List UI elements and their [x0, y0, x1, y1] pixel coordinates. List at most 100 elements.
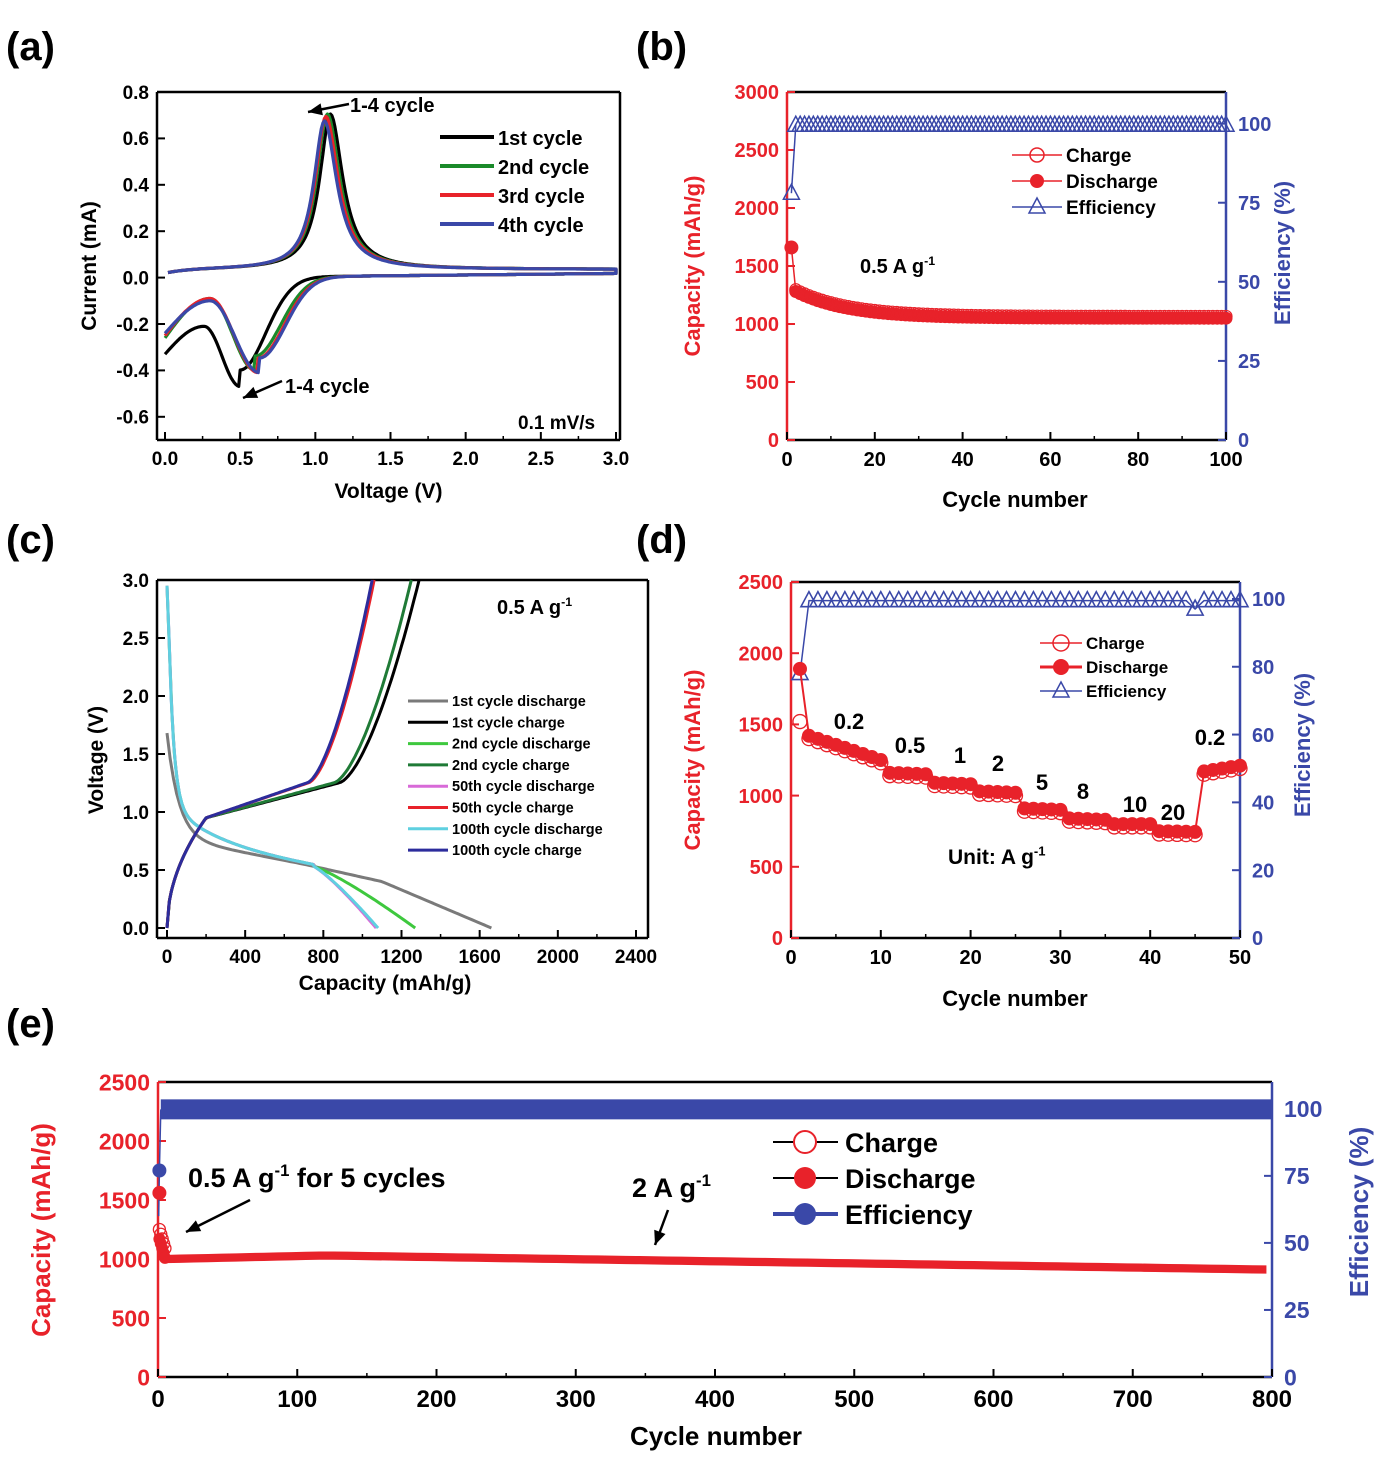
- panel-e-x-tick-label: 100: [277, 1386, 317, 1413]
- panel-e-legend-marker-charge: [793, 1130, 817, 1154]
- panel-b-charge-point: [1096, 309, 1110, 323]
- panel-d-unit-label: Unit: A g-1: [948, 844, 1046, 869]
- panel-d-efficiency-point: [844, 589, 864, 608]
- panel-b-charge-point: [1179, 309, 1194, 324]
- panel-d-efficiency-point: [1221, 589, 1241, 608]
- panel-b-charge-point: [1193, 309, 1207, 324]
- panel-label-e: (e): [6, 1002, 55, 1046]
- panel-e-x-tick-label: 300: [556, 1386, 596, 1413]
- panel-d-rate-label: 2: [992, 751, 1004, 776]
- panel-c-y-tick-label: 2.0: [123, 687, 149, 708]
- panel-d-efficiency-point: [1006, 589, 1025, 608]
- panel-d-legend-marker-efficiency: [1051, 680, 1071, 698]
- panel-a-y-tick-label: 0.0: [123, 268, 149, 289]
- panel-a-y-tick-label: 0.2: [123, 222, 149, 243]
- panel-b-charge-point: [907, 307, 921, 321]
- panel-d-efficiency-point: [907, 589, 927, 608]
- panel-d-efficiency-point: [1167, 589, 1187, 608]
- panel-d-efficiency-point: [961, 589, 980, 608]
- panel-b-charge-point: [1109, 309, 1123, 323]
- panel-e-x-tick-label: 0: [151, 1386, 164, 1413]
- panel-b-charge-point: [969, 308, 983, 323]
- panel-b-x-tick-label: 20: [864, 449, 886, 471]
- panel-d-y2-tick-label: 100: [1252, 589, 1285, 611]
- panel-d-rate-chart: 0 10 20 30 40 5005001000150020002500020406080…: [680, 572, 1315, 1011]
- panel-d-efficiency-point: [808, 589, 828, 608]
- panel-b-charge-point: [1219, 309, 1233, 324]
- panel-d-efficiency-point: [862, 589, 882, 608]
- panel-d-efficiency-point: [880, 589, 900, 608]
- panel-b-charge-point: [837, 299, 851, 313]
- panel-c-legend-label: 50th cycle charge: [452, 801, 574, 817]
- panel-d-legend-marker-discharge: [1053, 659, 1069, 675]
- panel-b-charge-point: [1157, 309, 1172, 324]
- panel-b-charge-point: [929, 308, 943, 322]
- panel-e-efficiency-line: [157, 1109, 162, 1217]
- panel-b-x-axis-label: Cycle number: [942, 487, 1088, 512]
- panel-d-efficiency-point: [1158, 589, 1178, 608]
- panel-a-series-4: [163, 119, 618, 375]
- panel-b-charge-point: [973, 309, 987, 323]
- panel-b-charge-point: [881, 305, 895, 319]
- panel-c-x-tick-label: 2000: [537, 947, 579, 968]
- panel-b-charge-point: [1061, 309, 1075, 323]
- panel-e-y2-tick-label: 0: [1284, 1364, 1297, 1390]
- panel-d-efficiency-point: [979, 589, 998, 608]
- panel-b-legend-label: Discharge: [1066, 172, 1158, 193]
- panel-b-charge-point: [1017, 309, 1031, 323]
- panel-b-charge-point: [1004, 309, 1018, 323]
- panel-c-x-tick-label: 800: [307, 947, 339, 968]
- panel-d-efficiency-point: [916, 589, 936, 608]
- panel-d-y2-axis-label: Efficiency (%): [1290, 673, 1315, 817]
- panel-d-legend-label: Discharge: [1086, 658, 1168, 677]
- panel-d-efficiency-point: [1042, 589, 1061, 608]
- panel-b-y2-tick-label: 100: [1238, 114, 1271, 136]
- panel-b-legend-label: Efficiency: [1066, 198, 1156, 219]
- panel-b-charge-point: [947, 308, 961, 322]
- panel-label-c: (c): [6, 518, 55, 562]
- panel-c-legend-label: 2nd cycle discharge: [452, 737, 591, 753]
- panel-a-x-tick-label: 0.0: [152, 449, 178, 470]
- panel-b-charge-point: [991, 309, 1005, 323]
- panel-b-charge-point: [1074, 309, 1088, 323]
- panel-d-efficiency-point: [1078, 589, 1097, 608]
- panel-b-charge-point: [885, 305, 899, 319]
- panel-d-rate-label: 0.2: [1195, 725, 1226, 750]
- panel-c-x-tick-label: 0: [162, 947, 173, 968]
- panel-d-y-tick-label: 1000: [739, 786, 784, 808]
- panel-a-x-tick-label: 2.0: [452, 449, 478, 470]
- panel-d-x-tick-label: 30: [1049, 947, 1071, 969]
- panel-c-series-8: [165, 579, 374, 929]
- panel-b-charge-point: [863, 303, 878, 317]
- panel-d-y2-tick-label: 0: [1252, 928, 1263, 950]
- panel-b-charge-point: [833, 298, 847, 312]
- panel-a-y-tick-label: -0.2: [116, 315, 149, 336]
- panel-c-legend-label: 50th cycle discharge: [452, 779, 595, 795]
- panel-b-charge-point: [1122, 309, 1137, 324]
- panel-c-x-tick-label: 400: [229, 947, 261, 968]
- panel-b-y2-tick-label: 50: [1238, 272, 1260, 294]
- panel-b-charge-point: [1206, 309, 1220, 324]
- panel-b-legend-marker-efficiency: [1027, 196, 1047, 214]
- panel-b-charge-point: [1052, 309, 1066, 323]
- panel-b-charge-point: [1197, 309, 1211, 324]
- panel-e-y-tick-label: 2000: [99, 1128, 150, 1154]
- panel-b-charge-point: [1065, 309, 1079, 323]
- panel-c-series-2: [165, 579, 421, 929]
- panel-d-discharge-point: [1008, 785, 1023, 800]
- panel-a-y-tick-label: -0.4: [116, 361, 149, 382]
- panel-b-charge-point: [1118, 309, 1132, 324]
- panel-b-y-tick-label: 2000: [735, 198, 780, 220]
- panel-c-x-tick-label: 1600: [459, 947, 501, 968]
- panel-d-efficiency-point: [1104, 589, 1124, 608]
- panel-b-charge-point: [1184, 309, 1198, 324]
- panel-d-y2-tick-label: 20: [1252, 860, 1274, 882]
- panel-d-efficiency-point: [1212, 589, 1232, 608]
- panel-b-charge-point: [964, 308, 978, 323]
- panel-d-rate-label: 1: [954, 743, 966, 768]
- panel-a-annotation-bottom: 1-4 cycle: [285, 376, 370, 398]
- panel-d-y-tick-label: 1500: [739, 715, 784, 737]
- panel-d-legend-label: Charge: [1086, 634, 1145, 653]
- panel-d-efficiency-point: [988, 589, 1007, 608]
- panel-a-annotation-top: 1-4 cycle: [350, 95, 435, 117]
